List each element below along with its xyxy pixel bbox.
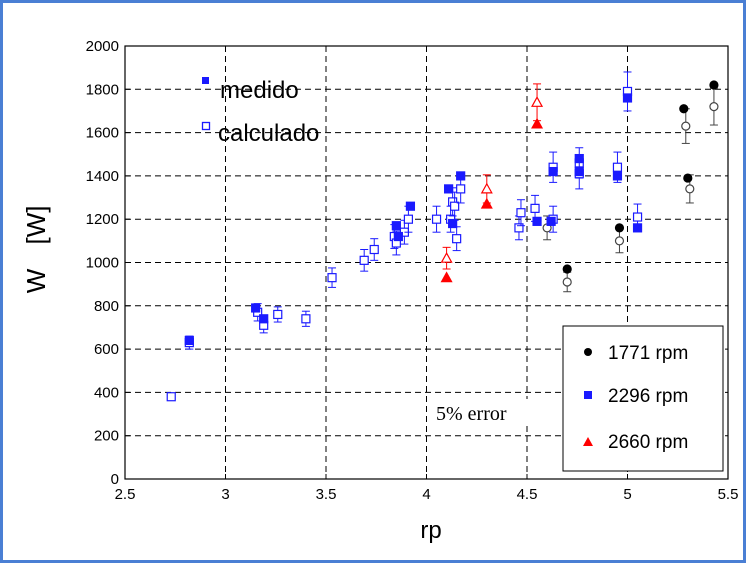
y-tick-label: 0 xyxy=(111,471,119,488)
measured-point xyxy=(532,216,542,226)
calculated-point xyxy=(612,162,623,172)
measured-point xyxy=(480,197,493,209)
marker-legend: medido calculado xyxy=(201,77,319,147)
calculated-point xyxy=(273,309,283,320)
y-axis-symbol-dot xyxy=(27,279,31,283)
legend-marker-2660 xyxy=(583,437,593,446)
axes xyxy=(124,45,729,480)
x-tick-label: 4.5 xyxy=(517,486,538,503)
chart: 2.5 3 3.5 4 4.5 5 5.5 0 200 400 600 800 1000 1200 1400… xyxy=(21,38,739,544)
measured-point xyxy=(546,216,556,226)
calculated-point xyxy=(359,255,369,265)
x-tick-label: 5.5 xyxy=(718,486,739,503)
measured-point xyxy=(612,171,623,181)
measured-point xyxy=(574,153,584,164)
measured-point xyxy=(622,93,633,103)
calculated-point xyxy=(452,234,462,244)
measured-point xyxy=(448,218,458,229)
legend-marker-medido xyxy=(202,77,209,84)
measured-point xyxy=(444,184,454,194)
calculated-point xyxy=(514,223,524,233)
y-tick-label: 200 xyxy=(94,428,119,445)
measured-point xyxy=(531,117,544,129)
calculated-point xyxy=(632,212,643,222)
y-axis-label: W [W] xyxy=(21,206,51,294)
x-tick-label: 3.5 xyxy=(316,486,337,503)
calculated-point xyxy=(531,96,544,107)
tick-labels: 2.5 3 3.5 4 4.5 5 5.5 0 200 400 600 800 1000 1200 1400… xyxy=(86,38,739,503)
y-tick-label: 2000 xyxy=(86,38,119,55)
series-legend: 1771 rpm 2296 rpm 2660 rpm xyxy=(562,325,724,472)
measured-point xyxy=(259,314,269,324)
calculated-point xyxy=(456,184,466,194)
legend-label-2660: 2660 rpm xyxy=(608,432,688,453)
y-tick-label: 1600 xyxy=(86,125,119,142)
x-axis-label: rp xyxy=(420,517,441,544)
measured-point xyxy=(440,271,453,283)
legend-marker-1771 xyxy=(584,348,592,356)
measured-point xyxy=(251,303,261,313)
error-annotation: 5% error xyxy=(436,403,507,425)
calculated-point xyxy=(301,314,311,324)
measured-point xyxy=(184,335,194,346)
measured-point xyxy=(548,166,558,177)
measured-point xyxy=(574,166,584,177)
x-tick-label: 2.5 xyxy=(115,486,136,503)
measured-point xyxy=(405,201,416,211)
measured-point xyxy=(391,221,401,231)
measured-point xyxy=(632,223,643,233)
measured-point xyxy=(679,104,689,114)
calculated-point xyxy=(562,277,572,287)
x-tick-label: 3 xyxy=(221,486,229,503)
y-tick-label: 1400 xyxy=(86,168,119,185)
calculated-point xyxy=(166,392,176,402)
plot-area-border xyxy=(124,45,729,480)
y-tick-label: 400 xyxy=(94,384,119,401)
calculated-point xyxy=(440,251,453,263)
measured-point xyxy=(562,264,572,274)
legend-label-2296: 2296 rpm xyxy=(608,386,688,407)
calculated-point xyxy=(685,184,695,194)
measured-point xyxy=(709,80,719,90)
legend-marker-2296 xyxy=(584,391,592,399)
calculated-point xyxy=(369,244,379,255)
annotation-bg xyxy=(431,399,541,425)
calculated-point xyxy=(327,273,337,283)
y-tick-label: 1200 xyxy=(86,211,119,228)
y-tick-label: 800 xyxy=(94,298,119,315)
calculated-point xyxy=(480,182,493,194)
calculated-point xyxy=(614,236,625,246)
y-tick-label: 600 xyxy=(94,341,119,358)
x-tick-label: 5 xyxy=(623,486,631,503)
measured-point xyxy=(614,223,625,233)
legend-marker-calculado xyxy=(201,121,211,131)
calculated-point xyxy=(450,201,460,211)
x-tick-label: 4 xyxy=(422,486,430,503)
data-points xyxy=(166,71,719,402)
measured-point xyxy=(456,171,466,181)
measured-point xyxy=(683,173,693,183)
calculated-point xyxy=(431,214,442,224)
calculated-point xyxy=(403,214,414,224)
y-axis-unit: [W] xyxy=(21,206,51,245)
calculated-point xyxy=(516,208,526,218)
y-tick-label: 1000 xyxy=(86,255,119,272)
calculated-point xyxy=(530,203,540,213)
measured-point xyxy=(393,231,403,242)
legend-label-medido: medido xyxy=(220,77,299,104)
legend-label-1771: 1771 rpm xyxy=(608,343,688,364)
legend-label-calculado: calculado xyxy=(218,120,319,147)
calculated-point xyxy=(709,102,719,112)
calculated-point xyxy=(681,121,691,131)
y-axis-symbol: W xyxy=(21,268,51,293)
y-tick-label: 1800 xyxy=(86,81,119,98)
